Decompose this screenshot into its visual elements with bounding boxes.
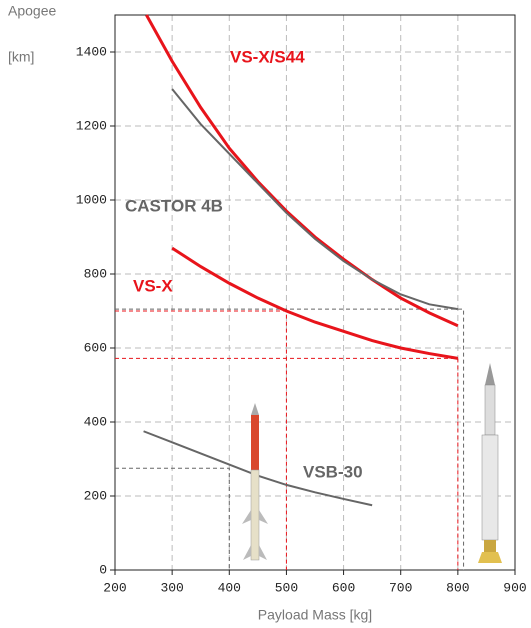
y-tick-label: 800 — [84, 266, 107, 281]
series-line — [171, 88, 459, 311]
x-tick-label: 400 — [218, 580, 241, 595]
y-tick-label: 0 — [99, 562, 107, 577]
series-label: VS-X/S44 — [230, 47, 305, 66]
y-tick-label: 200 — [84, 488, 107, 503]
guide-line — [115, 467, 230, 570]
series-line — [171, 246, 459, 360]
y-axis-label: Apogee — [8, 3, 56, 19]
x-tick-label: 200 — [103, 580, 126, 595]
x-tick-label: 300 — [160, 580, 183, 595]
guide-line — [115, 357, 459, 570]
x-tick-label: 900 — [503, 580, 526, 595]
guide-line — [115, 310, 287, 570]
x-tick-label: 500 — [275, 580, 298, 595]
rocket-small — [242, 403, 268, 561]
x-tick-label: 600 — [332, 580, 355, 595]
rocket-large — [478, 363, 502, 563]
x-tick-label: 700 — [389, 580, 412, 595]
series-label: CASTOR 4B — [125, 196, 223, 215]
x-tick-label: 800 — [446, 580, 469, 595]
y-tick-label: 1400 — [76, 44, 107, 59]
y-axis-unit: [km] — [8, 49, 34, 65]
y-tick-label: 600 — [84, 340, 107, 355]
y-tick-label: 1000 — [76, 192, 107, 207]
plot-area: 200 300 400 500 600 700 800 900 0 200 400 600 800 100… — [76, 14, 527, 595]
plot-frame — [114, 14, 516, 571]
x-axis-label: Payload Mass [kg] — [258, 607, 372, 623]
series-label: VSB-30 — [303, 462, 363, 481]
series-label: VS-X — [133, 276, 173, 295]
y-tick-label: 400 — [84, 414, 107, 429]
y-tick-label: 1200 — [76, 118, 107, 133]
series-line — [145, 14, 459, 328]
